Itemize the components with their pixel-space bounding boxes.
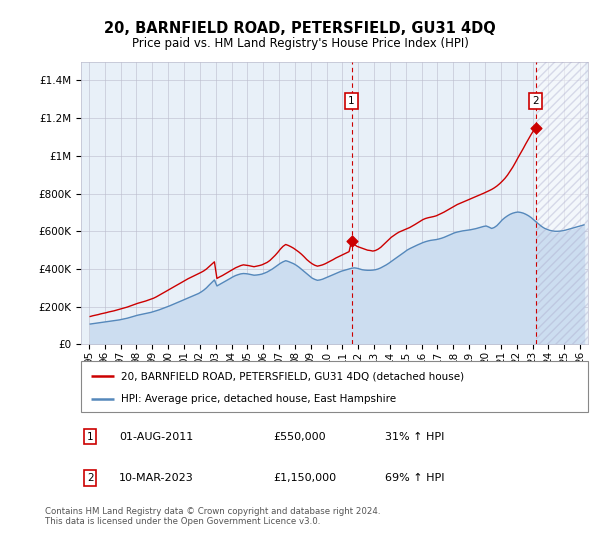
Text: 10-MAR-2023: 10-MAR-2023 xyxy=(119,473,194,483)
Text: £1,150,000: £1,150,000 xyxy=(274,473,337,483)
Text: 1: 1 xyxy=(87,432,94,441)
Text: 31% ↑ HPI: 31% ↑ HPI xyxy=(385,432,445,441)
Text: 1: 1 xyxy=(348,96,355,106)
Text: 2: 2 xyxy=(532,96,539,106)
Text: 20, BARNFIELD ROAD, PETERSFIELD, GU31 4DQ (detached house): 20, BARNFIELD ROAD, PETERSFIELD, GU31 4D… xyxy=(121,371,464,381)
Text: 69% ↑ HPI: 69% ↑ HPI xyxy=(385,473,445,483)
Text: Contains HM Land Registry data © Crown copyright and database right 2024.
This d: Contains HM Land Registry data © Crown c… xyxy=(45,507,380,526)
Point xyxy=(347,236,356,245)
Text: 20, BARNFIELD ROAD, PETERSFIELD, GU31 4DQ: 20, BARNFIELD ROAD, PETERSFIELD, GU31 4D… xyxy=(104,21,496,36)
Text: 2: 2 xyxy=(87,473,94,483)
Bar xyxy=(536,62,588,344)
Text: £550,000: £550,000 xyxy=(274,432,326,441)
Point xyxy=(531,123,541,132)
Text: HPI: Average price, detached house, East Hampshire: HPI: Average price, detached house, East… xyxy=(121,394,395,404)
Text: 01-AUG-2011: 01-AUG-2011 xyxy=(119,432,193,441)
Text: Price paid vs. HM Land Registry's House Price Index (HPI): Price paid vs. HM Land Registry's House … xyxy=(131,37,469,50)
